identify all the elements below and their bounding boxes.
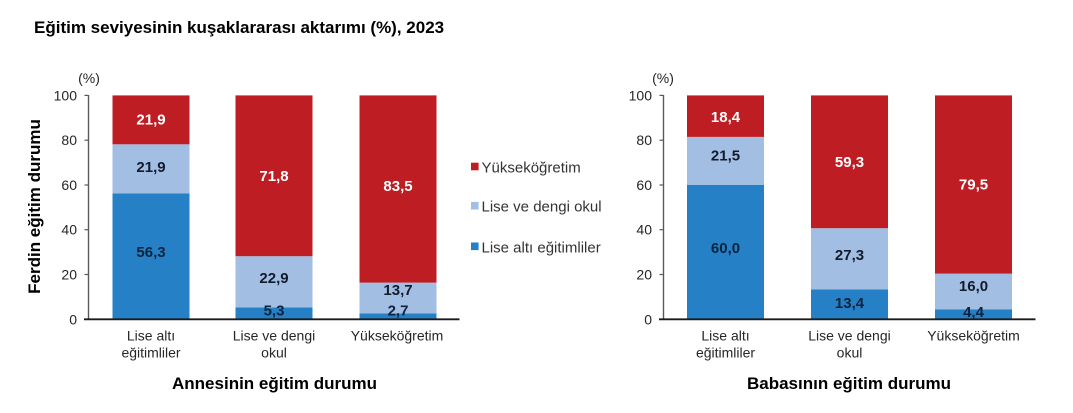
svg-text:79,5: 79,5: [959, 176, 988, 193]
svg-text:Ferdin eğitim durumu: Ferdin eğitim durumu: [25, 119, 44, 294]
svg-text:Yükseköğretim: Yükseköğretim: [927, 328, 1020, 344]
svg-text:20: 20: [61, 267, 77, 283]
svg-text:100: 100: [629, 87, 653, 103]
svg-text:Lise ve dengi: Lise ve dengi: [808, 328, 891, 344]
svg-text:21,9: 21,9: [136, 111, 165, 128]
svg-text:Babasının eğitim durumu: Babasının eğitim durumu: [747, 374, 951, 393]
svg-text:80: 80: [61, 132, 77, 148]
svg-text:56,3: 56,3: [136, 244, 165, 261]
svg-text:80: 80: [636, 132, 652, 148]
svg-text:40: 40: [61, 222, 77, 238]
svg-text:5,3: 5,3: [264, 303, 285, 320]
svg-text:13,4: 13,4: [835, 295, 865, 312]
svg-text:4,4: 4,4: [963, 304, 985, 321]
svg-text:2,7: 2,7: [388, 302, 409, 319]
svg-text:Lise altı: Lise altı: [127, 328, 175, 344]
svg-text:Annesinin eğitim durumu: Annesinin eğitim durumu: [172, 374, 377, 393]
svg-text:Yükseköğretim: Yükseköğretim: [351, 328, 444, 344]
svg-text:Lise ve dengi: Lise ve dengi: [233, 328, 316, 344]
svg-text:16,0: 16,0: [959, 278, 988, 295]
svg-text:Lise altı: Lise altı: [701, 328, 749, 344]
svg-text:21,5: 21,5: [711, 147, 740, 164]
svg-text:60: 60: [61, 177, 77, 193]
svg-text:eğitimliler: eğitimliler: [696, 345, 755, 361]
svg-text:71,8: 71,8: [259, 168, 288, 185]
svg-text:Yükseköğretim: Yükseköğretim: [482, 159, 581, 176]
svg-text:Lise altı eğitimliler: Lise altı eğitimliler: [482, 239, 601, 256]
svg-text:60: 60: [636, 177, 652, 193]
svg-text:(%): (%): [78, 70, 100, 86]
svg-text:eğitimliler: eğitimliler: [121, 345, 180, 361]
svg-text:83,5: 83,5: [383, 178, 412, 195]
svg-text:22,9: 22,9: [259, 270, 288, 287]
svg-text:27,3: 27,3: [835, 247, 864, 264]
svg-text:Lise ve dengi okul: Lise ve dengi okul: [482, 199, 602, 216]
svg-text:59,3: 59,3: [835, 154, 864, 171]
svg-text:Eğitim seviyesinin kuşaklarara: Eğitim seviyesinin kuşaklararası aktarım…: [34, 18, 444, 37]
svg-text:okul: okul: [261, 345, 287, 361]
svg-text:40: 40: [636, 222, 652, 238]
svg-text:18,4: 18,4: [711, 109, 741, 126]
svg-text:(%): (%): [652, 70, 674, 86]
svg-text:okul: okul: [837, 345, 863, 361]
svg-text:0: 0: [69, 311, 77, 327]
svg-text:0: 0: [644, 311, 652, 327]
svg-text:100: 100: [54, 87, 78, 103]
svg-text:60,0: 60,0: [711, 240, 740, 257]
svg-text:13,7: 13,7: [383, 282, 412, 299]
svg-text:21,9: 21,9: [136, 159, 165, 176]
svg-text:20: 20: [636, 267, 652, 283]
